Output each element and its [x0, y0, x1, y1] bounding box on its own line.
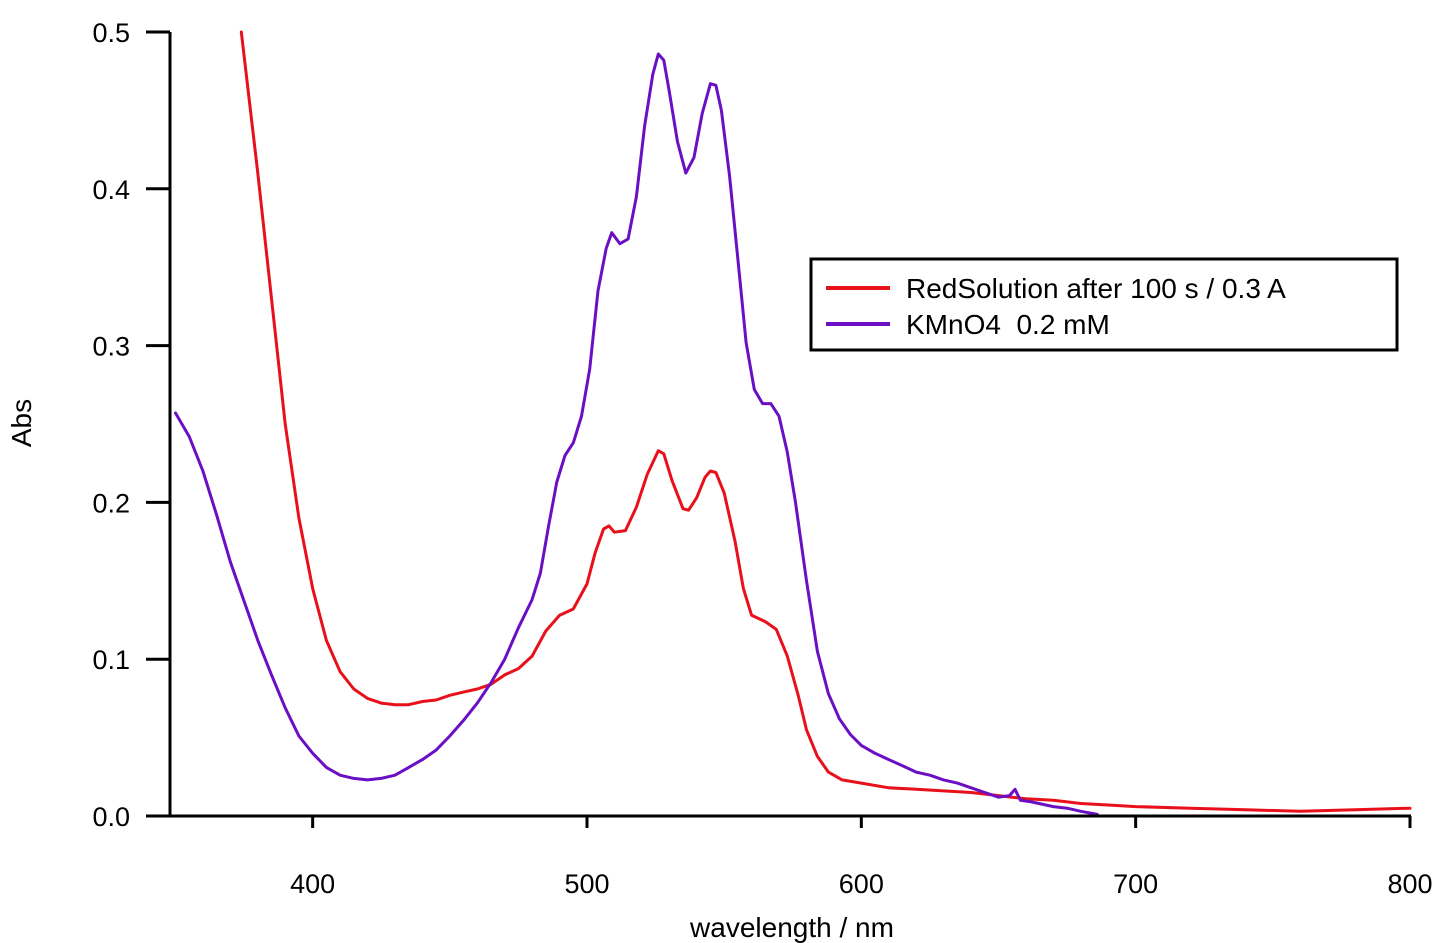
series-line-kmno4	[174, 52, 1099, 816]
x-axis-title: wavelength / nm	[689, 912, 894, 943]
y-tick-label: 0.5	[92, 18, 130, 48]
y-tick-label: 0.4	[92, 175, 130, 205]
x-tick-label: 700	[1113, 869, 1158, 899]
y-tick-label: 0.0	[92, 802, 130, 832]
y-tick-label: 0.2	[92, 488, 130, 518]
series-layer	[174, 30, 1412, 816]
plot-area	[174, 30, 1412, 816]
y-tick-label: 0.1	[92, 645, 130, 675]
y-axis-title: Abs	[6, 399, 37, 447]
legend-label-kmno4: KMnO4 0.2 mM	[906, 309, 1110, 340]
legend-box	[809, 257, 1399, 352]
series-line-red-solution	[239, 30, 1412, 813]
x-tick-label: 400	[290, 869, 335, 899]
x-tick-label: 600	[839, 869, 884, 899]
legend: RedSolution after 100 s / 0.3 A KMnO4 0.…	[809, 257, 1399, 352]
y-axis-ticks: 0.0 0.1 0.2 0.3 0.4 0.5	[92, 18, 170, 832]
x-tick-label: 800	[1387, 869, 1432, 899]
x-axis-ticks: 400 500 600 700 800	[290, 816, 1433, 899]
x-tick-label: 500	[564, 869, 609, 899]
legend-label-red-solution: RedSolution after 100 s / 0.3 A	[906, 273, 1286, 304]
y-tick-label: 0.3	[92, 332, 130, 362]
